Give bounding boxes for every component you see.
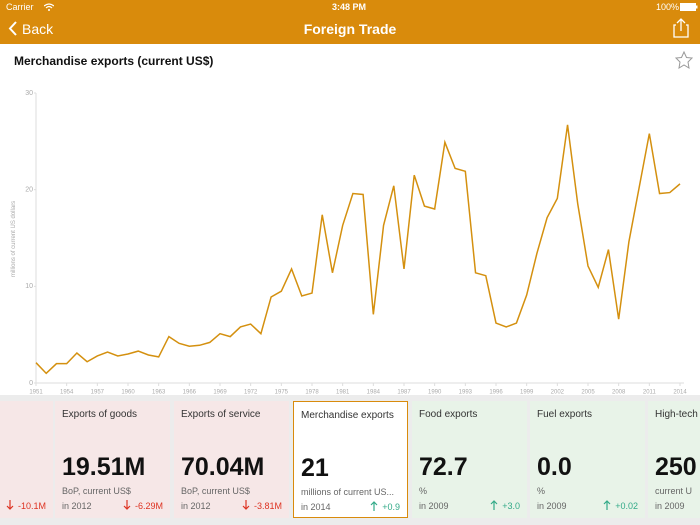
x-tick-label: 2002 [551, 390, 565, 395]
card-year: in 2012 [181, 501, 211, 511]
indicator-card[interactable]: Merchandise exports 21 millions of current… [293, 401, 408, 518]
y-axis-label: millions of current US dollars [11, 201, 17, 277]
y-tick-label: 20 [25, 187, 33, 194]
x-tick-label: 1996 [489, 390, 503, 395]
card-change: -6.29M [123, 500, 163, 511]
data-line [35, 124, 681, 375]
wifi-icon [44, 3, 54, 11]
trend-arrow [242, 500, 250, 510]
indicator-card[interactable]: Exports of service 70.04M BoP, current US$… [174, 401, 289, 518]
card-year: in 2009 [537, 501, 567, 511]
card-change: +0.02 [603, 500, 638, 511]
card-change: +3.0 [490, 500, 520, 511]
x-tick-label: 1969 [213, 390, 227, 395]
card-title: Fuel exports [537, 409, 593, 420]
card-change-value: +0.02 [615, 501, 638, 511]
chart-title: Merchandise exports (current US$) [14, 54, 213, 68]
x-tick-label: 1972 [244, 390, 258, 395]
card-change: -3.81M [242, 500, 282, 511]
card-change-value: -10.1M [17, 501, 46, 511]
card-title: Food exports [419, 409, 478, 420]
header: Carrier 3:48 PM 100% Back Foreign Trade [0, 0, 700, 44]
card-unit: BoP, current US$ [181, 486, 250, 496]
x-tick-label: 1975 [275, 390, 289, 395]
card-title: Exports of goods [62, 409, 138, 420]
x-tick-label: 2011 [643, 390, 657, 395]
card-year: in 2014 [301, 502, 331, 512]
card-value: 21 [301, 454, 329, 482]
y-tick-label: 10 [25, 283, 33, 290]
card-unit: % [419, 486, 428, 496]
indicator-card[interactable]: High-tech exports 250 current U in 2009 [648, 401, 700, 518]
card-year: in 2009 [419, 501, 449, 511]
x-tick-label: 1978 [305, 390, 319, 395]
indicator-card[interactable]: ls andM$-10.1M [0, 401, 53, 518]
card-unit: BoP, current US$ [62, 486, 131, 496]
favorite-star[interactable] [674, 50, 694, 69]
back-chevron[interactable] [8, 21, 18, 36]
trend-arrow [370, 501, 378, 511]
nav-title: Foreign Trade [303, 21, 397, 37]
chart: Merchandise exports (current US$) millio… [11, 50, 694, 395]
card-value: 70.04M [181, 453, 265, 481]
card-unit: current U [655, 486, 693, 496]
carrier: Carrier [6, 2, 34, 12]
battery-icon [680, 3, 698, 11]
x-tick-label: 1963 [152, 390, 166, 395]
card-title: ls and [0, 409, 49, 420]
battery-level: 100% [656, 2, 680, 12]
card-value: 72.7 [419, 453, 468, 481]
y-tick-label: 30 [25, 90, 33, 97]
back-button[interactable]: Back [22, 21, 54, 37]
card-title: Exports of service [181, 409, 261, 420]
x-tick-label: 1984 [367, 390, 381, 395]
x-tick-label: 1960 [121, 390, 135, 395]
x-tick-label: 1951 [29, 390, 43, 395]
x-tick-label: 1966 [183, 390, 197, 395]
trend-arrow [490, 500, 498, 510]
x-tick-label: 1981 [336, 390, 350, 395]
x-tick-label: 2005 [581, 390, 595, 395]
x-tick-label: 1990 [428, 390, 442, 395]
trend-arrow [603, 500, 611, 510]
x-tick-label: 1999 [520, 390, 534, 395]
x-tick-label: 1987 [397, 390, 411, 395]
card-unit: millions of current US... [301, 487, 395, 497]
indicator-card[interactable]: Exports of goods 19.51M BoP, current US$ in… [55, 401, 170, 518]
card-change-value: -6.29M [134, 501, 163, 511]
indicator-strip: ls andM$-10.1M Exports of goods 19.51M BoP,… [0, 395, 700, 525]
card-change-value: +0.9 [382, 502, 400, 512]
card-value: 19.51M [62, 453, 146, 481]
indicator-card[interactable]: Food exports 72.7% in 2009 +3.0 [412, 401, 527, 518]
x-tick-label: 1954 [60, 390, 74, 395]
card-value: 0.0 [537, 453, 572, 481]
share-button[interactable] [673, 18, 689, 38]
card-change: +0.9 [370, 501, 400, 512]
time: 3:48 PM [332, 2, 367, 12]
x-tick-label: 2008 [612, 390, 626, 395]
card-value: 250 [655, 453, 697, 481]
card-title: High-tech exports [655, 409, 700, 420]
card-change-value: -3.81M [253, 501, 282, 511]
x-tick-label: 1993 [459, 390, 473, 395]
card-change-value: +3.0 [502, 501, 520, 511]
y-tick-label: 0 [29, 380, 33, 387]
trend-arrow [123, 500, 131, 510]
indicator-card[interactable]: Fuel exports 0.0% in 2009 +0.02 [530, 401, 645, 518]
x-tick-label: 1957 [91, 390, 105, 395]
card-year: in 2009 [655, 501, 685, 511]
x-tick-label: 2014 [673, 390, 687, 395]
card-year: in 2012 [62, 501, 92, 511]
card-change: -10.1M [6, 500, 46, 511]
card-title: Merchandise exports [301, 410, 394, 421]
card-unit: % [537, 486, 546, 496]
trend-arrow [6, 500, 14, 510]
